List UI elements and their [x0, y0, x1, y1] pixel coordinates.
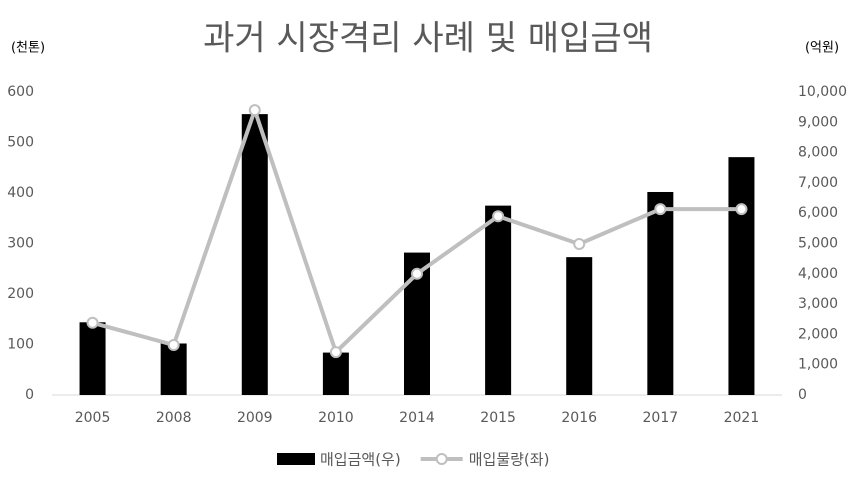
line-point — [411, 267, 423, 280]
y2-tick-label: 8,000 — [798, 145, 838, 161]
y2-tick-label: 0 — [798, 387, 807, 403]
y2-tick-label: 1,000 — [798, 357, 838, 373]
line-point — [573, 238, 586, 251]
x-tick-label: 2017 — [643, 410, 679, 426]
y-tick-label: 300 — [7, 236, 34, 252]
y2-tick-label: 4,000 — [798, 266, 838, 282]
line-point — [86, 316, 99, 329]
y2-tick-label: 6,000 — [798, 205, 838, 221]
x-tick-label: 2009 — [237, 410, 273, 426]
y2-axis-label: (억원) — [805, 41, 839, 56]
bar — [566, 257, 593, 395]
x-tick-label: 2008 — [156, 410, 192, 426]
x-tick-label: 2016 — [561, 410, 597, 426]
x-tick-label: 2021 — [724, 410, 760, 426]
y-tick-label: 200 — [7, 286, 34, 302]
y-tick-label: 0 — [25, 387, 34, 403]
x-tick-label: 2014 — [399, 410, 435, 426]
line-point — [492, 210, 505, 223]
line-point — [167, 339, 180, 352]
x-tick-label: 2010 — [318, 410, 354, 426]
y2-tick-label: 9,000 — [798, 114, 838, 130]
y2-tick-label: 7,000 — [798, 175, 838, 191]
bar — [728, 157, 755, 395]
legend-label: 매입물량(좌) — [469, 451, 550, 469]
x-tick-label: 2005 — [75, 410, 111, 426]
bar — [241, 114, 268, 395]
legend-swatch — [435, 453, 448, 465]
line-point — [735, 203, 748, 216]
line-point — [329, 346, 342, 359]
chart-title: 과거 시장격리 사례 및 매입금액 — [203, 19, 653, 59]
y2-tick-label: 2,000 — [798, 326, 838, 342]
bar — [485, 205, 512, 395]
bar — [79, 322, 106, 395]
x-tick-label: 2015 — [480, 410, 516, 426]
y-axis-label: (천톤) — [11, 41, 45, 56]
y2-tick-label: 3,000 — [798, 296, 838, 312]
y2-tick-label: 5,000 — [798, 236, 838, 252]
line-point — [654, 203, 667, 216]
y-tick-label: 600 — [7, 84, 34, 100]
y-tick-label: 500 — [7, 135, 34, 151]
line-point — [248, 104, 261, 117]
bar — [160, 343, 187, 395]
legend-label: 매입금액(우) — [320, 451, 401, 469]
legend-swatch — [277, 453, 315, 465]
y-tick-label: 400 — [7, 185, 34, 201]
bar — [647, 191, 674, 395]
y-tick-label: 100 — [7, 337, 34, 353]
bar — [322, 352, 349, 395]
y2-tick-label: 10,000 — [798, 84, 847, 100]
